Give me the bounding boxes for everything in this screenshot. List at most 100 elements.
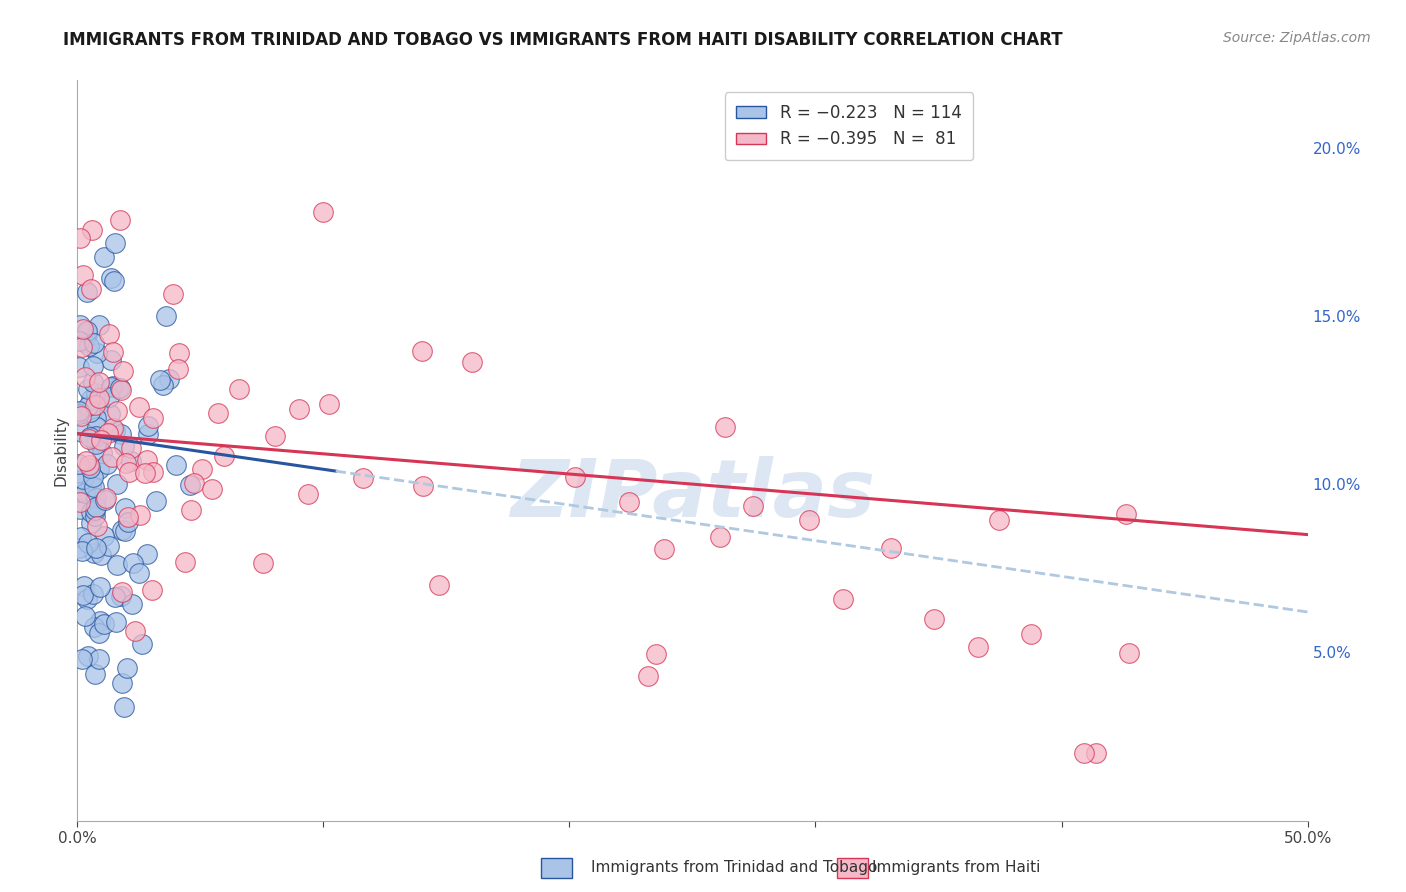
Point bbox=[131, 637, 153, 651]
Point bbox=[84, 398, 107, 412]
Point bbox=[72, 471, 94, 485]
Point bbox=[460, 355, 482, 369]
Point bbox=[84, 437, 107, 451]
Point bbox=[880, 541, 903, 556]
Point bbox=[312, 204, 335, 219]
Point bbox=[105, 558, 128, 573]
Point bbox=[1118, 646, 1140, 660]
Point bbox=[69, 318, 91, 332]
Point bbox=[797, 513, 820, 527]
Point bbox=[90, 549, 112, 563]
Text: Source: ZipAtlas.com: Source: ZipAtlas.com bbox=[1223, 31, 1371, 45]
Point bbox=[155, 310, 177, 324]
Point bbox=[96, 426, 118, 441]
Point bbox=[73, 334, 96, 349]
Point bbox=[67, 457, 90, 471]
Point bbox=[89, 626, 111, 640]
Point bbox=[69, 494, 91, 508]
Point bbox=[152, 377, 174, 392]
Point bbox=[77, 339, 100, 353]
Point bbox=[80, 505, 103, 519]
Point bbox=[89, 391, 111, 405]
Point bbox=[115, 456, 138, 470]
Point bbox=[179, 478, 201, 492]
Point bbox=[1021, 627, 1043, 641]
Point bbox=[69, 231, 91, 245]
Point bbox=[162, 287, 184, 301]
Point bbox=[107, 381, 129, 395]
Point bbox=[77, 648, 100, 663]
Point bbox=[77, 399, 100, 413]
Point bbox=[76, 326, 98, 341]
Point bbox=[83, 503, 105, 517]
Point bbox=[288, 401, 311, 416]
Point bbox=[79, 460, 101, 475]
Point bbox=[94, 491, 117, 505]
Point bbox=[80, 392, 103, 406]
Point bbox=[69, 501, 91, 516]
Point bbox=[108, 381, 131, 395]
Point bbox=[89, 461, 111, 475]
Point bbox=[136, 427, 159, 442]
Point bbox=[121, 597, 143, 611]
Point bbox=[101, 420, 124, 434]
Point bbox=[89, 318, 111, 332]
Point bbox=[82, 223, 104, 237]
Point bbox=[87, 434, 110, 449]
Point bbox=[128, 566, 150, 581]
Point bbox=[84, 500, 107, 514]
Point bbox=[67, 360, 90, 375]
Legend: R = −0.223   N = 114, R = −0.395   N =  81: R = −0.223 N = 114, R = −0.395 N = 81 bbox=[724, 92, 973, 160]
Point bbox=[93, 250, 115, 264]
Point bbox=[411, 343, 433, 358]
Point bbox=[1115, 507, 1137, 521]
Point bbox=[831, 591, 853, 606]
Point bbox=[67, 485, 90, 500]
Text: IMMIGRANTS FROM TRINIDAD AND TOBAGO VS IMMIGRANTS FROM HAITI DISABILITY CORRELAT: IMMIGRANTS FROM TRINIDAD AND TOBAGO VS I… bbox=[63, 31, 1063, 49]
Point bbox=[111, 523, 134, 537]
Point bbox=[180, 503, 202, 517]
Point bbox=[98, 326, 121, 341]
Point bbox=[136, 452, 159, 467]
Point bbox=[149, 372, 172, 386]
Point bbox=[93, 617, 115, 632]
Point bbox=[412, 478, 434, 492]
Point bbox=[80, 479, 103, 493]
Point bbox=[103, 345, 125, 359]
Point bbox=[124, 624, 146, 639]
Text: ZIPatlas: ZIPatlas bbox=[510, 456, 875, 534]
Point bbox=[988, 513, 1011, 527]
Point bbox=[76, 285, 98, 300]
Point bbox=[1073, 747, 1095, 761]
Point bbox=[741, 499, 763, 513]
Point bbox=[709, 530, 731, 544]
Point bbox=[174, 555, 197, 569]
Point bbox=[318, 397, 340, 411]
Point bbox=[352, 471, 374, 485]
Point bbox=[67, 405, 90, 419]
Point bbox=[77, 458, 100, 472]
Point bbox=[108, 213, 131, 227]
Point bbox=[134, 466, 156, 480]
Point bbox=[72, 588, 94, 602]
Point bbox=[69, 476, 91, 491]
Point bbox=[129, 508, 152, 522]
Point bbox=[136, 547, 159, 561]
Point bbox=[101, 450, 124, 464]
Point bbox=[67, 541, 90, 556]
Point bbox=[120, 441, 142, 455]
Point bbox=[637, 669, 659, 683]
Point bbox=[228, 382, 250, 396]
Point bbox=[104, 235, 127, 250]
Point bbox=[207, 405, 229, 419]
Point bbox=[264, 429, 287, 443]
Point bbox=[75, 453, 97, 467]
Point bbox=[86, 491, 108, 506]
Point bbox=[145, 493, 167, 508]
Point bbox=[86, 518, 108, 533]
Point bbox=[115, 661, 138, 675]
Point bbox=[105, 404, 128, 418]
Point bbox=[214, 449, 236, 463]
Point bbox=[70, 425, 93, 440]
Point bbox=[76, 592, 98, 607]
